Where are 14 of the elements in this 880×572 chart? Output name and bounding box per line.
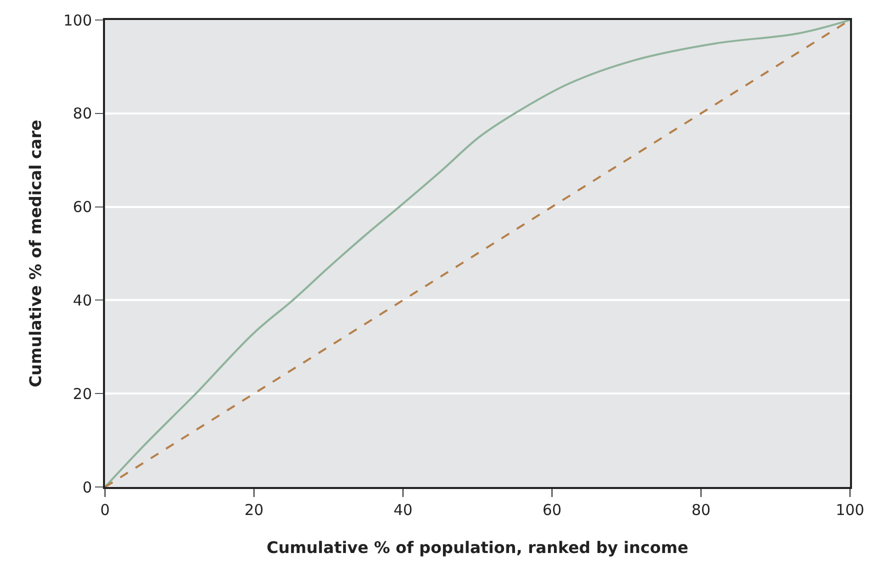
y-tick-label: 60 <box>72 198 92 216</box>
x-tick-label: 40 <box>393 501 413 519</box>
x-tick-label: 80 <box>691 501 711 519</box>
x-tick-label: 20 <box>244 501 264 519</box>
x-tick-label: 60 <box>542 501 562 519</box>
y-tick-label: 20 <box>72 384 92 403</box>
y-tick-label: 80 <box>72 104 92 123</box>
y-axis-title: Cumulative % of medical care <box>26 120 45 388</box>
y-tick-label: 40 <box>72 291 92 310</box>
x-tick-label: 100 <box>836 501 864 519</box>
x-axis-title: Cumulative % of population, ranked by income <box>266 538 689 558</box>
y-tick-label: 0 <box>82 478 92 496</box>
x-tick-label: 0 <box>100 501 110 519</box>
y-tick-label: 100 <box>63 11 92 30</box>
